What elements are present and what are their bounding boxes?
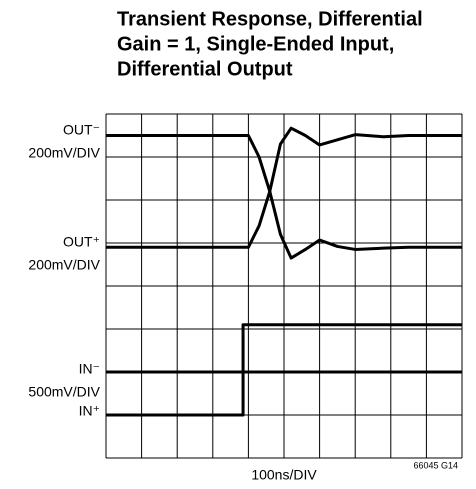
annotation: 66045 G14	[413, 460, 458, 470]
annotation: IN⁻	[79, 361, 100, 377]
chart-title: Differential Output	[117, 58, 293, 80]
annotation: 200mV/DIV	[28, 145, 100, 161]
trace	[106, 323, 462, 417]
annotation: OUT⁻	[63, 122, 100, 138]
chart-title: Transient Response, Differential	[117, 8, 423, 30]
annotation: OUT⁺	[63, 234, 100, 250]
annotation: IN⁺	[79, 403, 100, 419]
annotation: 500mV/DIV	[28, 384, 100, 400]
trace	[106, 134, 462, 260]
trace	[106, 126, 462, 249]
x-axis-label: 100ns/DIV	[251, 467, 317, 483]
annotation: 200mV/DIV	[28, 257, 100, 273]
chart-title: Gain = 1, Single-Ended Input,	[117, 33, 394, 55]
